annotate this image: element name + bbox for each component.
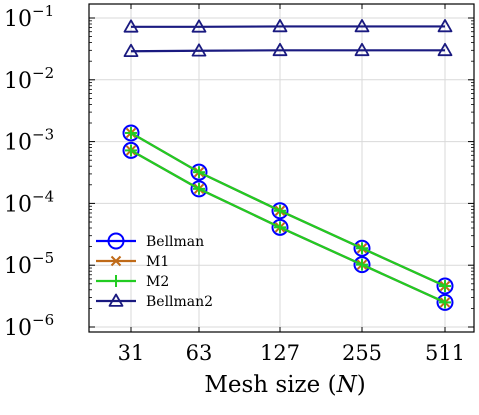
data-point-circle [190, 180, 208, 198]
data-point-circle [436, 293, 454, 311]
x-tick-label: 31 [118, 341, 145, 365]
data-point-plus [356, 242, 368, 255]
x-tick-labels: 31 63 127 255 511 [118, 341, 465, 365]
legend-item-m1: M1 [96, 254, 169, 270]
data-point-plus [274, 221, 286, 234]
data-point-circle [190, 163, 208, 181]
x-axis-label: Mesh size (N) [204, 372, 365, 398]
data-point-triangle [191, 19, 207, 33]
data-point-triangle [272, 42, 288, 57]
data-point-circle [353, 239, 371, 257]
y-tick-base: 10 [4, 7, 32, 32]
y-tick-label: 10−1 [4, 2, 54, 32]
data-point-triangle [437, 19, 453, 33]
data-point-circle [436, 277, 454, 295]
data-point-triangle [272, 19, 288, 33]
x-axis-label-variable: N [336, 372, 358, 398]
legend-marker-b [110, 255, 122, 267]
y-tick-base: 10 [4, 316, 32, 341]
legend-marker [110, 255, 122, 267]
data-point-plus [439, 280, 451, 293]
data-point-triangle [437, 42, 453, 57]
series-m2-4 [125, 126, 451, 293]
y-tick-label: 10−3 [4, 126, 54, 156]
y-tick-label: 10−5 [4, 249, 54, 279]
data-point-circle [271, 218, 289, 236]
data-point-triangle [354, 42, 370, 57]
y-tick-label: 10−2 [4, 64, 54, 94]
legend-label: Bellman2 [146, 294, 213, 310]
data-point-triangle [354, 19, 370, 33]
y-tick-exponent: −1 [32, 2, 54, 20]
data-point-circle [271, 202, 289, 220]
data-point-circle [122, 141, 140, 159]
y-tick-base: 10 [4, 254, 32, 279]
legend-item-m2: M2 [96, 274, 169, 290]
y-tick-exponent: −4 [32, 187, 54, 205]
x-tick-label: 63 [186, 341, 213, 365]
data-point-plus [125, 144, 137, 157]
y-tick-labels: 10−110−210−310−410−510−6 [4, 2, 54, 341]
y-tick-label: 10−4 [4, 187, 54, 217]
y-tick-base: 10 [4, 192, 32, 217]
data-point-triangle [191, 43, 207, 57]
data-point-plus [274, 204, 286, 217]
x-tick-label: 511 [425, 341, 465, 365]
series-bellman-0 [122, 124, 454, 295]
data-point-circle [122, 124, 140, 142]
plot-border [88, 3, 475, 333]
series-bellman2-7 [123, 42, 453, 57]
legend-label: Bellman [146, 234, 204, 250]
legend-marker [110, 275, 122, 287]
series-line [130, 49, 445, 53]
data-point-circle [353, 256, 371, 274]
data-point-plus [125, 126, 137, 139]
legend-item-bellman2: Bellman2 [96, 293, 213, 310]
y-tick-label: 10−6 [4, 311, 54, 341]
series-m2-5 [125, 144, 451, 309]
data-point-plus [439, 296, 451, 309]
legend: Bellman M1 M2 Bellman2 [96, 232, 213, 310]
data-point-triangle [123, 19, 139, 33]
series-layer [122, 19, 454, 311]
y-tick-exponent: −2 [32, 64, 54, 82]
legend-item-bellman: Bellman [96, 232, 204, 250]
legend-marker [108, 293, 124, 307]
x-tick-label: 255 [342, 341, 382, 365]
series-bellman-1 [122, 141, 454, 311]
y-tick-base: 10 [4, 69, 32, 94]
y-tick-exponent: −5 [32, 249, 54, 267]
y-tick-exponent: −3 [32, 126, 54, 144]
x-tick-label: 127 [260, 341, 300, 365]
legend-label: M2 [146, 274, 169, 290]
legend-marker [107, 232, 125, 250]
y-tick-base: 10 [4, 131, 32, 156]
series-bellman2-6 [123, 19, 453, 33]
data-point-plus [356, 258, 368, 271]
data-point-plus [193, 182, 205, 195]
data-point-triangle [123, 43, 139, 57]
y-tick-exponent: −6 [32, 311, 54, 329]
plot-frame [88, 3, 475, 333]
data-point-plus [193, 166, 205, 179]
legend-label: M1 [146, 254, 169, 270]
